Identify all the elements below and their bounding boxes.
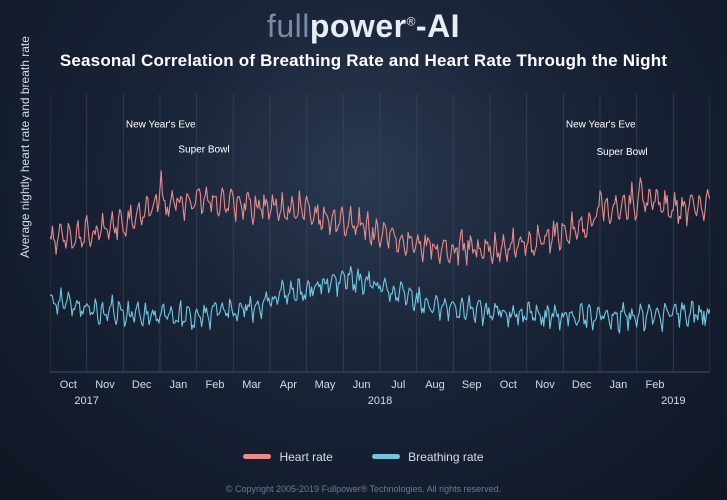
svg-text:New Year's Eve: New Year's Eve: [566, 119, 636, 130]
svg-text:Apr: Apr: [280, 379, 297, 391]
logo-registered: ®: [407, 14, 416, 28]
svg-text:Super Bowl: Super Bowl: [597, 147, 648, 158]
svg-text:Aug: Aug: [425, 379, 445, 391]
chart-svg: Oct Nov Dec Jan Feb Mar Apr May Jun Jul Aug Sep Oct N…: [50, 88, 710, 448]
legend-breathing-rate: Breathing rate: [372, 450, 483, 464]
svg-text:2017: 2017: [74, 395, 98, 407]
chart-title: Seasonal Correlation of Breathing Rate a…: [0, 51, 727, 71]
svg-text:Oct: Oct: [60, 379, 77, 391]
svg-text:May: May: [315, 379, 336, 391]
chart-container: Average nightly heart rate and breath ra…: [32, 88, 712, 448]
svg-text:New Year's Eve: New Year's Eve: [126, 119, 196, 130]
svg-text:Feb: Feb: [646, 379, 665, 391]
legend-label-breath: Breathing rate: [408, 450, 483, 464]
svg-text:Dec: Dec: [132, 379, 152, 391]
legend-swatch-heart: [243, 454, 271, 459]
copyright-text: © Copyright 2005-2019 Fullpower® Technol…: [0, 484, 727, 494]
svg-text:Oct: Oct: [500, 379, 517, 391]
svg-text:Sep: Sep: [462, 379, 482, 391]
legend-swatch-breath: [372, 454, 400, 459]
svg-text:Jan: Jan: [169, 379, 187, 391]
svg-text:Jul: Jul: [391, 379, 405, 391]
svg-text:Dec: Dec: [572, 379, 592, 391]
legend-label-heart: Heart rate: [279, 450, 332, 464]
svg-text:Feb: Feb: [206, 379, 225, 391]
svg-text:2019: 2019: [661, 395, 685, 407]
svg-text:Jan: Jan: [609, 379, 627, 391]
y-axis-label: Average nightly heart rate and breath ra…: [18, 36, 32, 258]
logo-part-power: power: [310, 8, 407, 44]
svg-text:Super Bowl: Super Bowl: [178, 144, 229, 155]
chart-plot-area: Oct Nov Dec Jan Feb Mar Apr May Jun Jul Aug Sep Oct N…: [50, 88, 710, 408]
brand-logo: fullpower®-AI: [0, 0, 727, 45]
svg-text:Nov: Nov: [535, 379, 555, 391]
svg-text:Nov: Nov: [95, 379, 115, 391]
chart-legend: Heart rate Breathing rate: [0, 448, 727, 464]
svg-text:2018: 2018: [368, 395, 392, 407]
svg-text:Mar: Mar: [242, 379, 261, 391]
logo-part-ai: -AI: [416, 8, 460, 44]
logo-part-full: full: [267, 8, 310, 44]
legend-heart-rate: Heart rate: [243, 450, 332, 464]
svg-text:Jun: Jun: [353, 379, 371, 391]
